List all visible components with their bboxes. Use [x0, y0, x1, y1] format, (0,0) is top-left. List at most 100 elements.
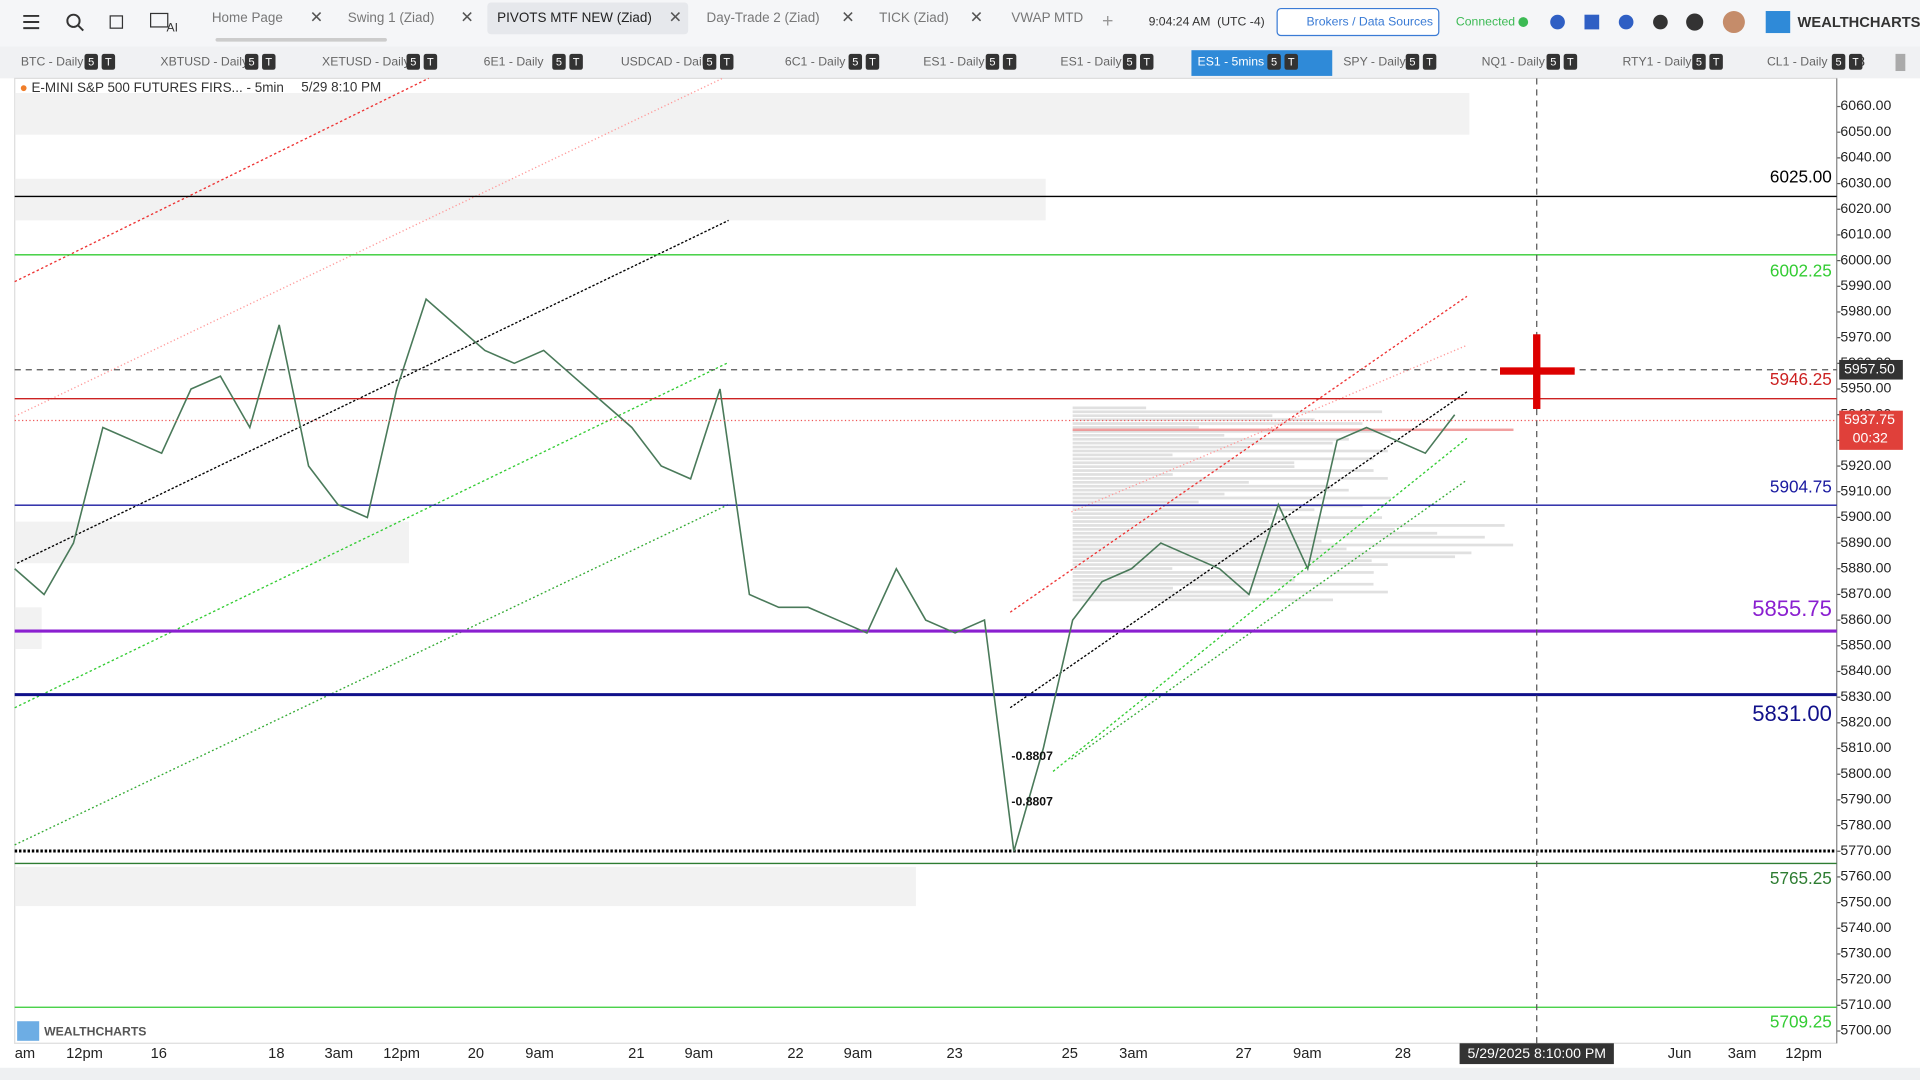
search-icon[interactable] [66, 13, 84, 32]
avatar[interactable] [1722, 11, 1745, 34]
symbol-tab-label[interactable]: ES1 - Daily [923, 55, 985, 69]
watermark: WEALTHCHARTS [44, 1024, 146, 1038]
volume-profile [1072, 528, 1395, 531]
timezone: (UTC -4) [1217, 14, 1265, 28]
symbol-tab-label[interactable]: RTY1 - Daily [1622, 55, 1692, 69]
badge-bg [702, 53, 717, 70]
tab-close[interactable]: ✕ [669, 10, 682, 27]
y-tick-label: 5850.00 [1840, 637, 1891, 653]
layout-icon[interactable] [109, 15, 124, 29]
symbol-tab-label[interactable]: CL1 - Daily [1767, 55, 1828, 69]
badge: T [869, 56, 876, 68]
badge: T [1567, 56, 1574, 68]
trend-line [1052, 437, 1468, 772]
symbol-tab-label[interactable]: SPY - Daily [1343, 55, 1406, 69]
level-label: 5765.25 [1770, 868, 1832, 888]
badge-bg [1546, 53, 1560, 70]
volume-profile [1072, 492, 1225, 496]
symbol-tab-label[interactable]: 6C1 - Daily [785, 55, 846, 69]
tab-label[interactable]: Day-Trade 2 (Ziad) [707, 10, 820, 25]
badge-bg [1563, 53, 1578, 70]
x-tick-label: 12pm [66, 1046, 103, 1062]
y-tick-label: 5880.00 [1840, 559, 1891, 575]
volume-profile [1072, 477, 1388, 480]
symbol-tab-label[interactable]: XBTUSD - Daily [160, 55, 249, 69]
volume-profile [1072, 457, 1374, 461]
volume-profile [1072, 535, 1485, 539]
x-tick-label: 22 [787, 1046, 803, 1062]
y-tick-label: 5970.00 [1840, 328, 1891, 344]
toolbar-icons[interactable] [1550, 14, 1634, 30]
x-tick-label: 28 [1395, 1046, 1411, 1062]
volume-profile [1072, 551, 1472, 555]
tab-close[interactable]: ✕ [460, 10, 473, 27]
volume-profile [1072, 445, 1250, 449]
volume-profile [1072, 586, 1173, 590]
volume-profile [1072, 406, 1147, 410]
tab-label[interactable]: TICK (Ziad) [879, 10, 949, 25]
y-tick-label: 5980.00 [1840, 303, 1891, 319]
symbol-tab-label[interactable]: USDCAD - Daily [621, 55, 712, 69]
badge: 5 [249, 56, 255, 68]
tab-close[interactable]: ✕ [970, 10, 983, 27]
overflow-count[interactable]: 8 [1858, 54, 1865, 69]
x-tick-label: 27 [1236, 1046, 1252, 1062]
symbol-tab-label[interactable]: ES1 - Daily [1060, 55, 1122, 69]
brand-logo [1765, 11, 1791, 34]
y-tick-label: 6020.00 [1840, 200, 1891, 216]
y-tick-label: 5760.00 [1840, 868, 1891, 884]
volume-profile [1072, 453, 1173, 457]
add-tab[interactable]: + [1102, 10, 1113, 32]
badge-bg [1422, 53, 1437, 70]
ai-icon[interactable] [150, 12, 169, 28]
x-tick-label: 21 [628, 1046, 644, 1062]
symbol-tab-label[interactable]: ES1 - 5mins [1198, 55, 1265, 69]
volume-profile [1072, 496, 1391, 500]
badge: T [1426, 56, 1433, 68]
chart-title: ● E-MINI S&P 500 FUTURES FIRS... - 5min [20, 80, 284, 95]
symbol-tab-label[interactable]: XETUSD - Daily [322, 55, 411, 69]
volume-profile [1072, 539, 1322, 543]
volume-profile [1072, 547, 1347, 551]
y-tick-label: 5860.00 [1840, 611, 1891, 627]
tab-label[interactable]: VWAP MTD [1011, 10, 1083, 25]
badge-bg [569, 53, 583, 70]
y-tick-label: 5890.00 [1840, 534, 1891, 550]
symbol-tab-label[interactable]: NQ1 - Daily [1482, 55, 1546, 69]
volume-profile [1072, 512, 1273, 516]
y-tick-label: 5720.00 [1840, 970, 1891, 986]
brokers-button[interactable] [1276, 7, 1440, 37]
x-tick-label: 12pm [383, 1046, 420, 1062]
menu-icon[interactable] [23, 14, 40, 30]
tab-label[interactable]: PIVOTS MTF NEW (Ziad) [497, 10, 652, 25]
badge: 5 [1696, 56, 1702, 68]
help-icon[interactable] [1686, 13, 1704, 31]
y-tick-label: 5820.00 [1840, 714, 1891, 730]
zone [14, 93, 1470, 135]
badge-bg [423, 53, 438, 70]
tab-label[interactable]: Swing 1 (Ziad) [348, 10, 435, 25]
overflow-arrow[interactable]: ▼ [1847, 56, 1858, 68]
badge: 5 [1127, 56, 1133, 68]
tab-close[interactable]: ✕ [310, 10, 323, 27]
badge: T [1006, 56, 1013, 68]
y-tick-label: 6050.00 [1840, 123, 1891, 139]
symbol-tab-label[interactable]: BTC - Daily [21, 55, 84, 69]
y-tick-label: 5870.00 [1840, 585, 1891, 601]
badge-bg [1140, 53, 1154, 70]
badge: T [1713, 56, 1720, 68]
volume-profile-poc [1072, 428, 1514, 432]
volume-profile [1072, 430, 1391, 433]
y-tick-label: 5920.00 [1840, 457, 1891, 473]
y-tick-label: 5950.00 [1840, 380, 1891, 396]
trend-line [1071, 479, 1468, 760]
settings-icon[interactable] [1653, 14, 1668, 30]
tab-label[interactable]: Home Page [212, 10, 283, 25]
scroll-arrow[interactable] [1895, 53, 1906, 72]
tab-close[interactable]: ✕ [841, 10, 854, 27]
bottom-scroll [0, 1067, 1920, 1080]
volume-profile [1072, 465, 1295, 468]
y-tick-label: 5750.00 [1840, 893, 1891, 909]
symbol-tab-label[interactable]: 6E1 - Daily [484, 55, 545, 69]
level-label: 5855.75 [1752, 596, 1832, 621]
